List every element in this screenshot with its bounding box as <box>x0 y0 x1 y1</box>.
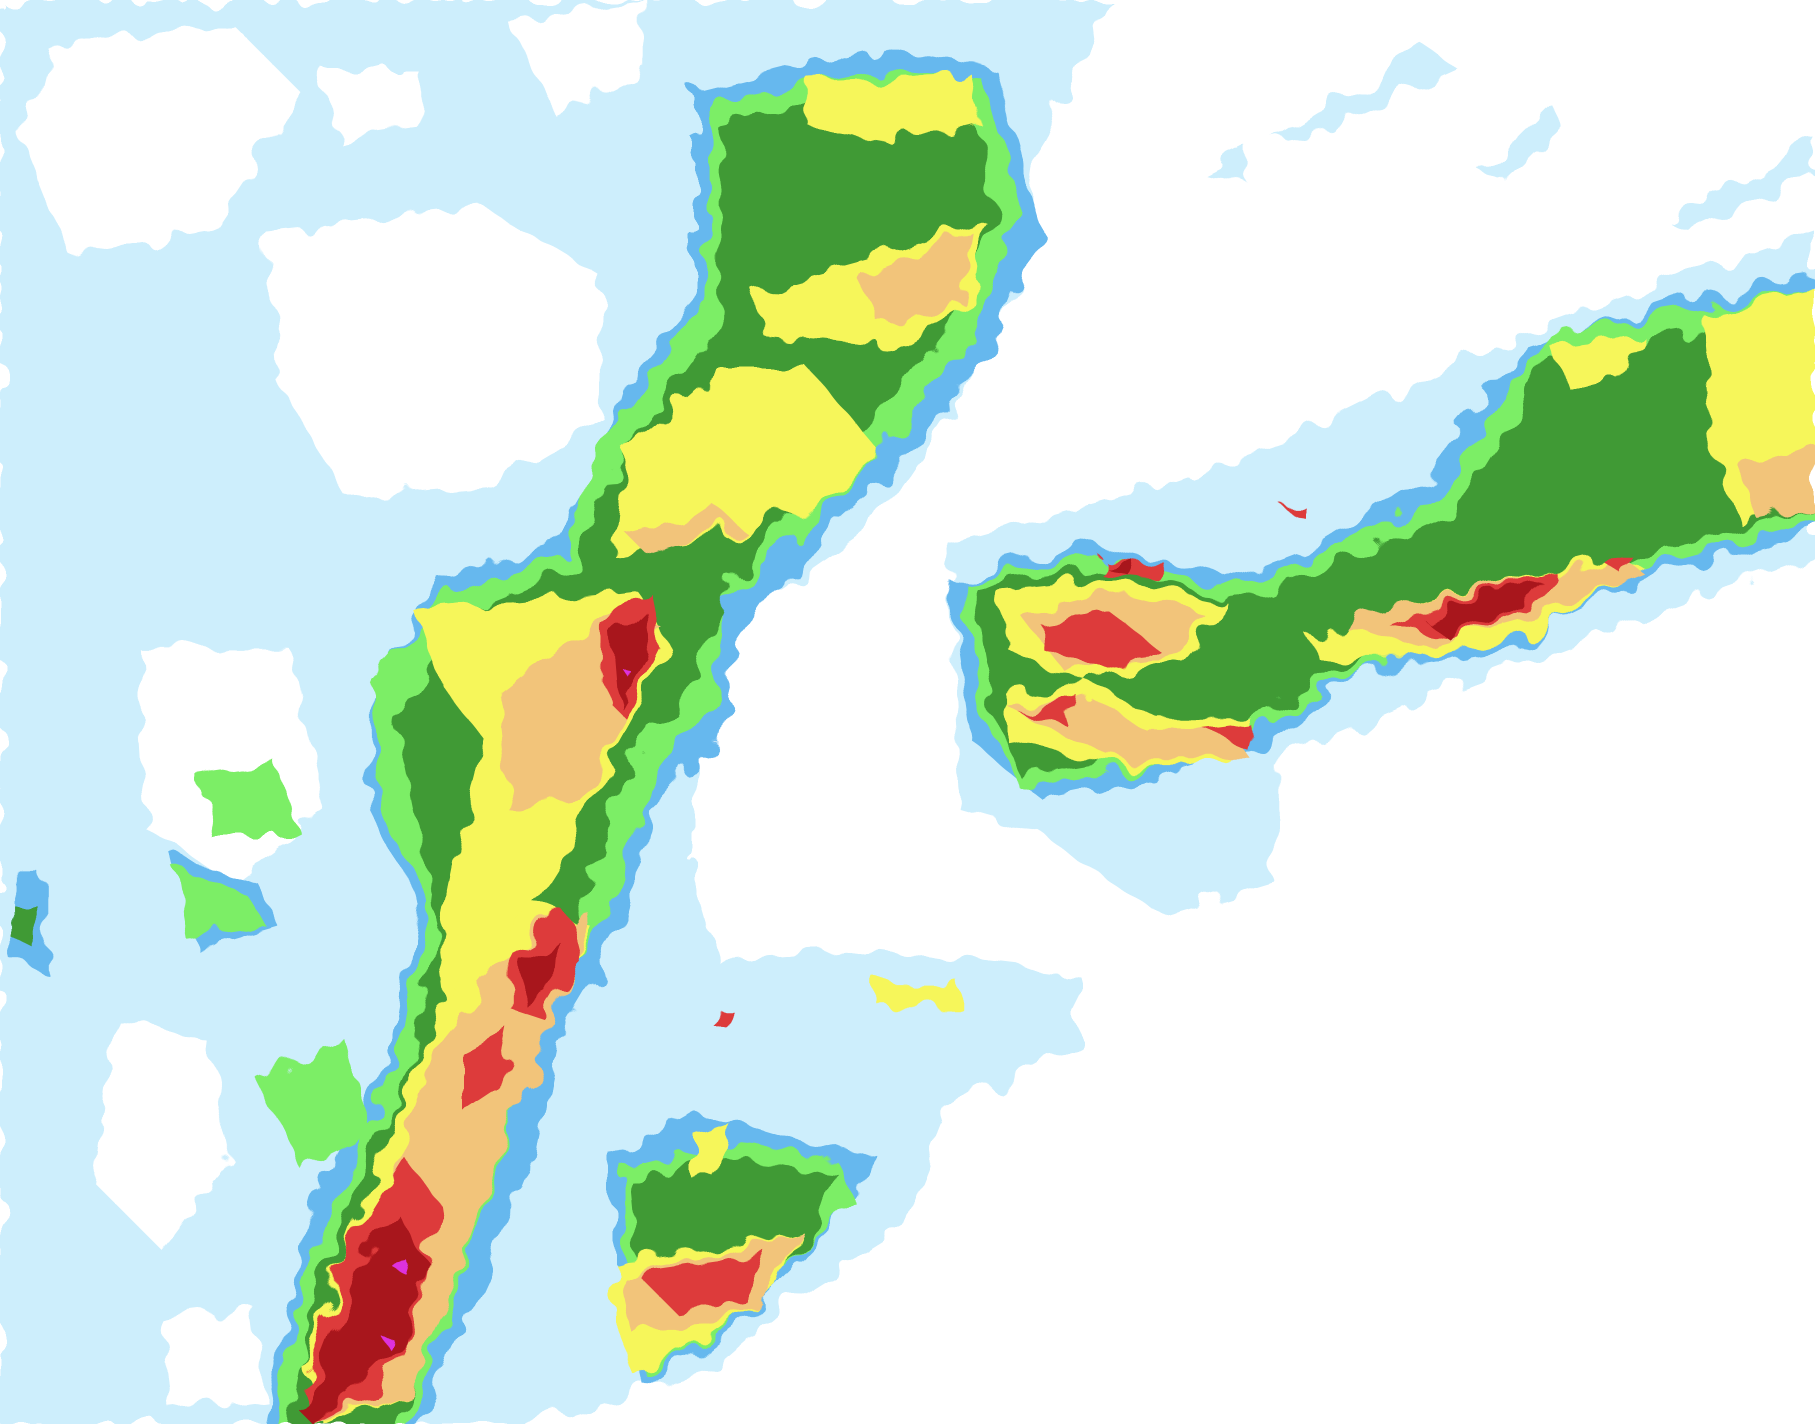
clear-areas <box>23 0 649 1413</box>
precip-layer-extreme <box>381 669 630 1349</box>
